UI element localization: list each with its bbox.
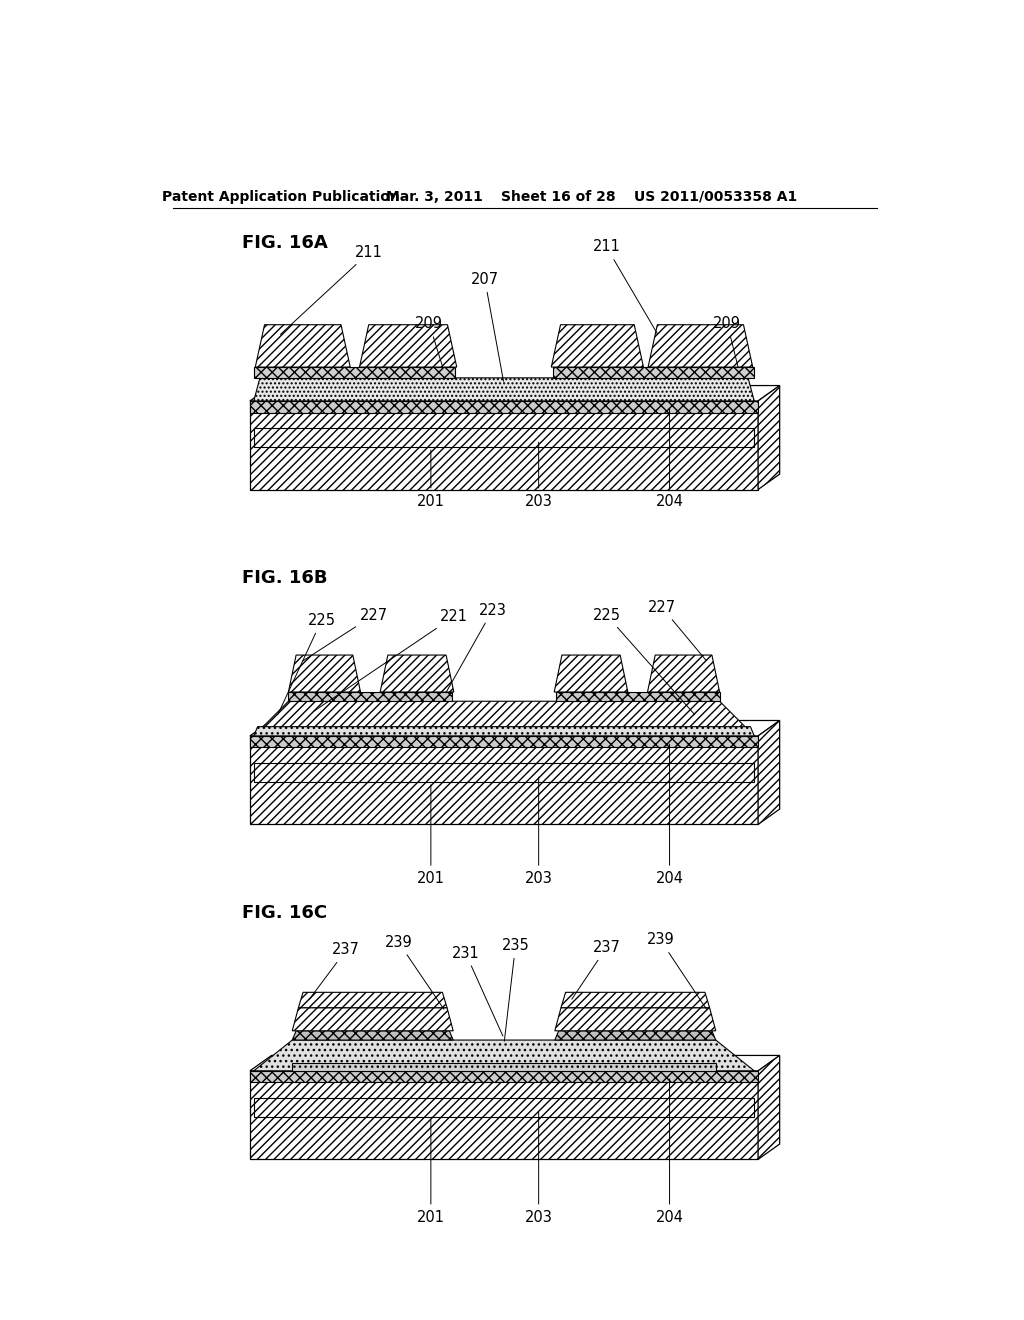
- Text: 239: 239: [646, 932, 707, 1010]
- Polygon shape: [250, 721, 779, 737]
- Text: Mar. 3, 2011: Mar. 3, 2011: [386, 190, 483, 203]
- Polygon shape: [250, 1056, 779, 1071]
- Polygon shape: [758, 385, 779, 490]
- Text: 211: 211: [593, 239, 657, 334]
- Polygon shape: [254, 378, 755, 401]
- Polygon shape: [758, 1056, 779, 1159]
- Polygon shape: [292, 1031, 454, 1040]
- Text: 204: 204: [655, 1078, 684, 1225]
- Polygon shape: [250, 401, 758, 490]
- Text: 239: 239: [385, 935, 444, 1010]
- Polygon shape: [380, 655, 454, 692]
- Polygon shape: [289, 655, 360, 692]
- Polygon shape: [292, 1007, 454, 1031]
- Bar: [289, 692, 453, 701]
- Polygon shape: [648, 325, 753, 367]
- Polygon shape: [554, 655, 628, 692]
- Bar: [250, 737, 758, 747]
- Polygon shape: [561, 993, 710, 1007]
- Text: 225: 225: [279, 612, 336, 714]
- Text: 221: 221: [313, 609, 468, 711]
- Text: 209: 209: [714, 317, 741, 367]
- Text: Sheet 16 of 28: Sheet 16 of 28: [501, 190, 615, 203]
- Polygon shape: [551, 325, 643, 367]
- Text: 201: 201: [417, 785, 444, 886]
- Text: US 2011/0053358 A1: US 2011/0053358 A1: [634, 190, 798, 203]
- Bar: [254, 428, 755, 447]
- Text: 237: 237: [571, 940, 621, 999]
- Bar: [556, 692, 720, 701]
- Polygon shape: [254, 1040, 755, 1071]
- Text: 235: 235: [502, 937, 529, 1041]
- Text: 203: 203: [524, 777, 553, 886]
- Polygon shape: [298, 993, 447, 1007]
- Polygon shape: [254, 367, 456, 378]
- Polygon shape: [647, 655, 720, 692]
- Polygon shape: [254, 726, 755, 737]
- Bar: [254, 1098, 755, 1117]
- Text: 237: 237: [309, 942, 360, 999]
- Text: 209: 209: [416, 317, 443, 367]
- Polygon shape: [553, 367, 755, 378]
- Text: FIG. 16B: FIG. 16B: [243, 569, 328, 587]
- Text: 225: 225: [593, 607, 694, 714]
- Polygon shape: [255, 325, 350, 367]
- Text: 201: 201: [417, 450, 444, 508]
- Text: 227: 227: [648, 599, 707, 660]
- Polygon shape: [359, 325, 457, 367]
- Polygon shape: [758, 721, 779, 825]
- Text: FIG. 16C: FIG. 16C: [243, 904, 328, 921]
- Bar: [250, 1071, 758, 1082]
- Polygon shape: [555, 1031, 716, 1040]
- Polygon shape: [250, 385, 779, 401]
- Text: 203: 203: [524, 1113, 553, 1225]
- Text: 223: 223: [445, 603, 507, 693]
- Text: 231: 231: [452, 945, 503, 1036]
- Text: 204: 204: [655, 744, 684, 886]
- Bar: [292, 1063, 716, 1071]
- Polygon shape: [250, 737, 758, 825]
- Polygon shape: [254, 701, 755, 737]
- Text: 211: 211: [281, 244, 383, 334]
- Polygon shape: [555, 1007, 716, 1031]
- Bar: [254, 763, 755, 781]
- Text: 204: 204: [655, 409, 684, 508]
- Text: 207: 207: [471, 272, 504, 381]
- Bar: [250, 401, 758, 412]
- Text: Patent Application Publication: Patent Application Publication: [162, 190, 399, 203]
- Text: FIG. 16A: FIG. 16A: [243, 234, 328, 252]
- Text: 201: 201: [417, 1119, 444, 1225]
- Text: 203: 203: [524, 442, 553, 508]
- Text: 227: 227: [302, 607, 388, 661]
- Polygon shape: [250, 1071, 758, 1159]
